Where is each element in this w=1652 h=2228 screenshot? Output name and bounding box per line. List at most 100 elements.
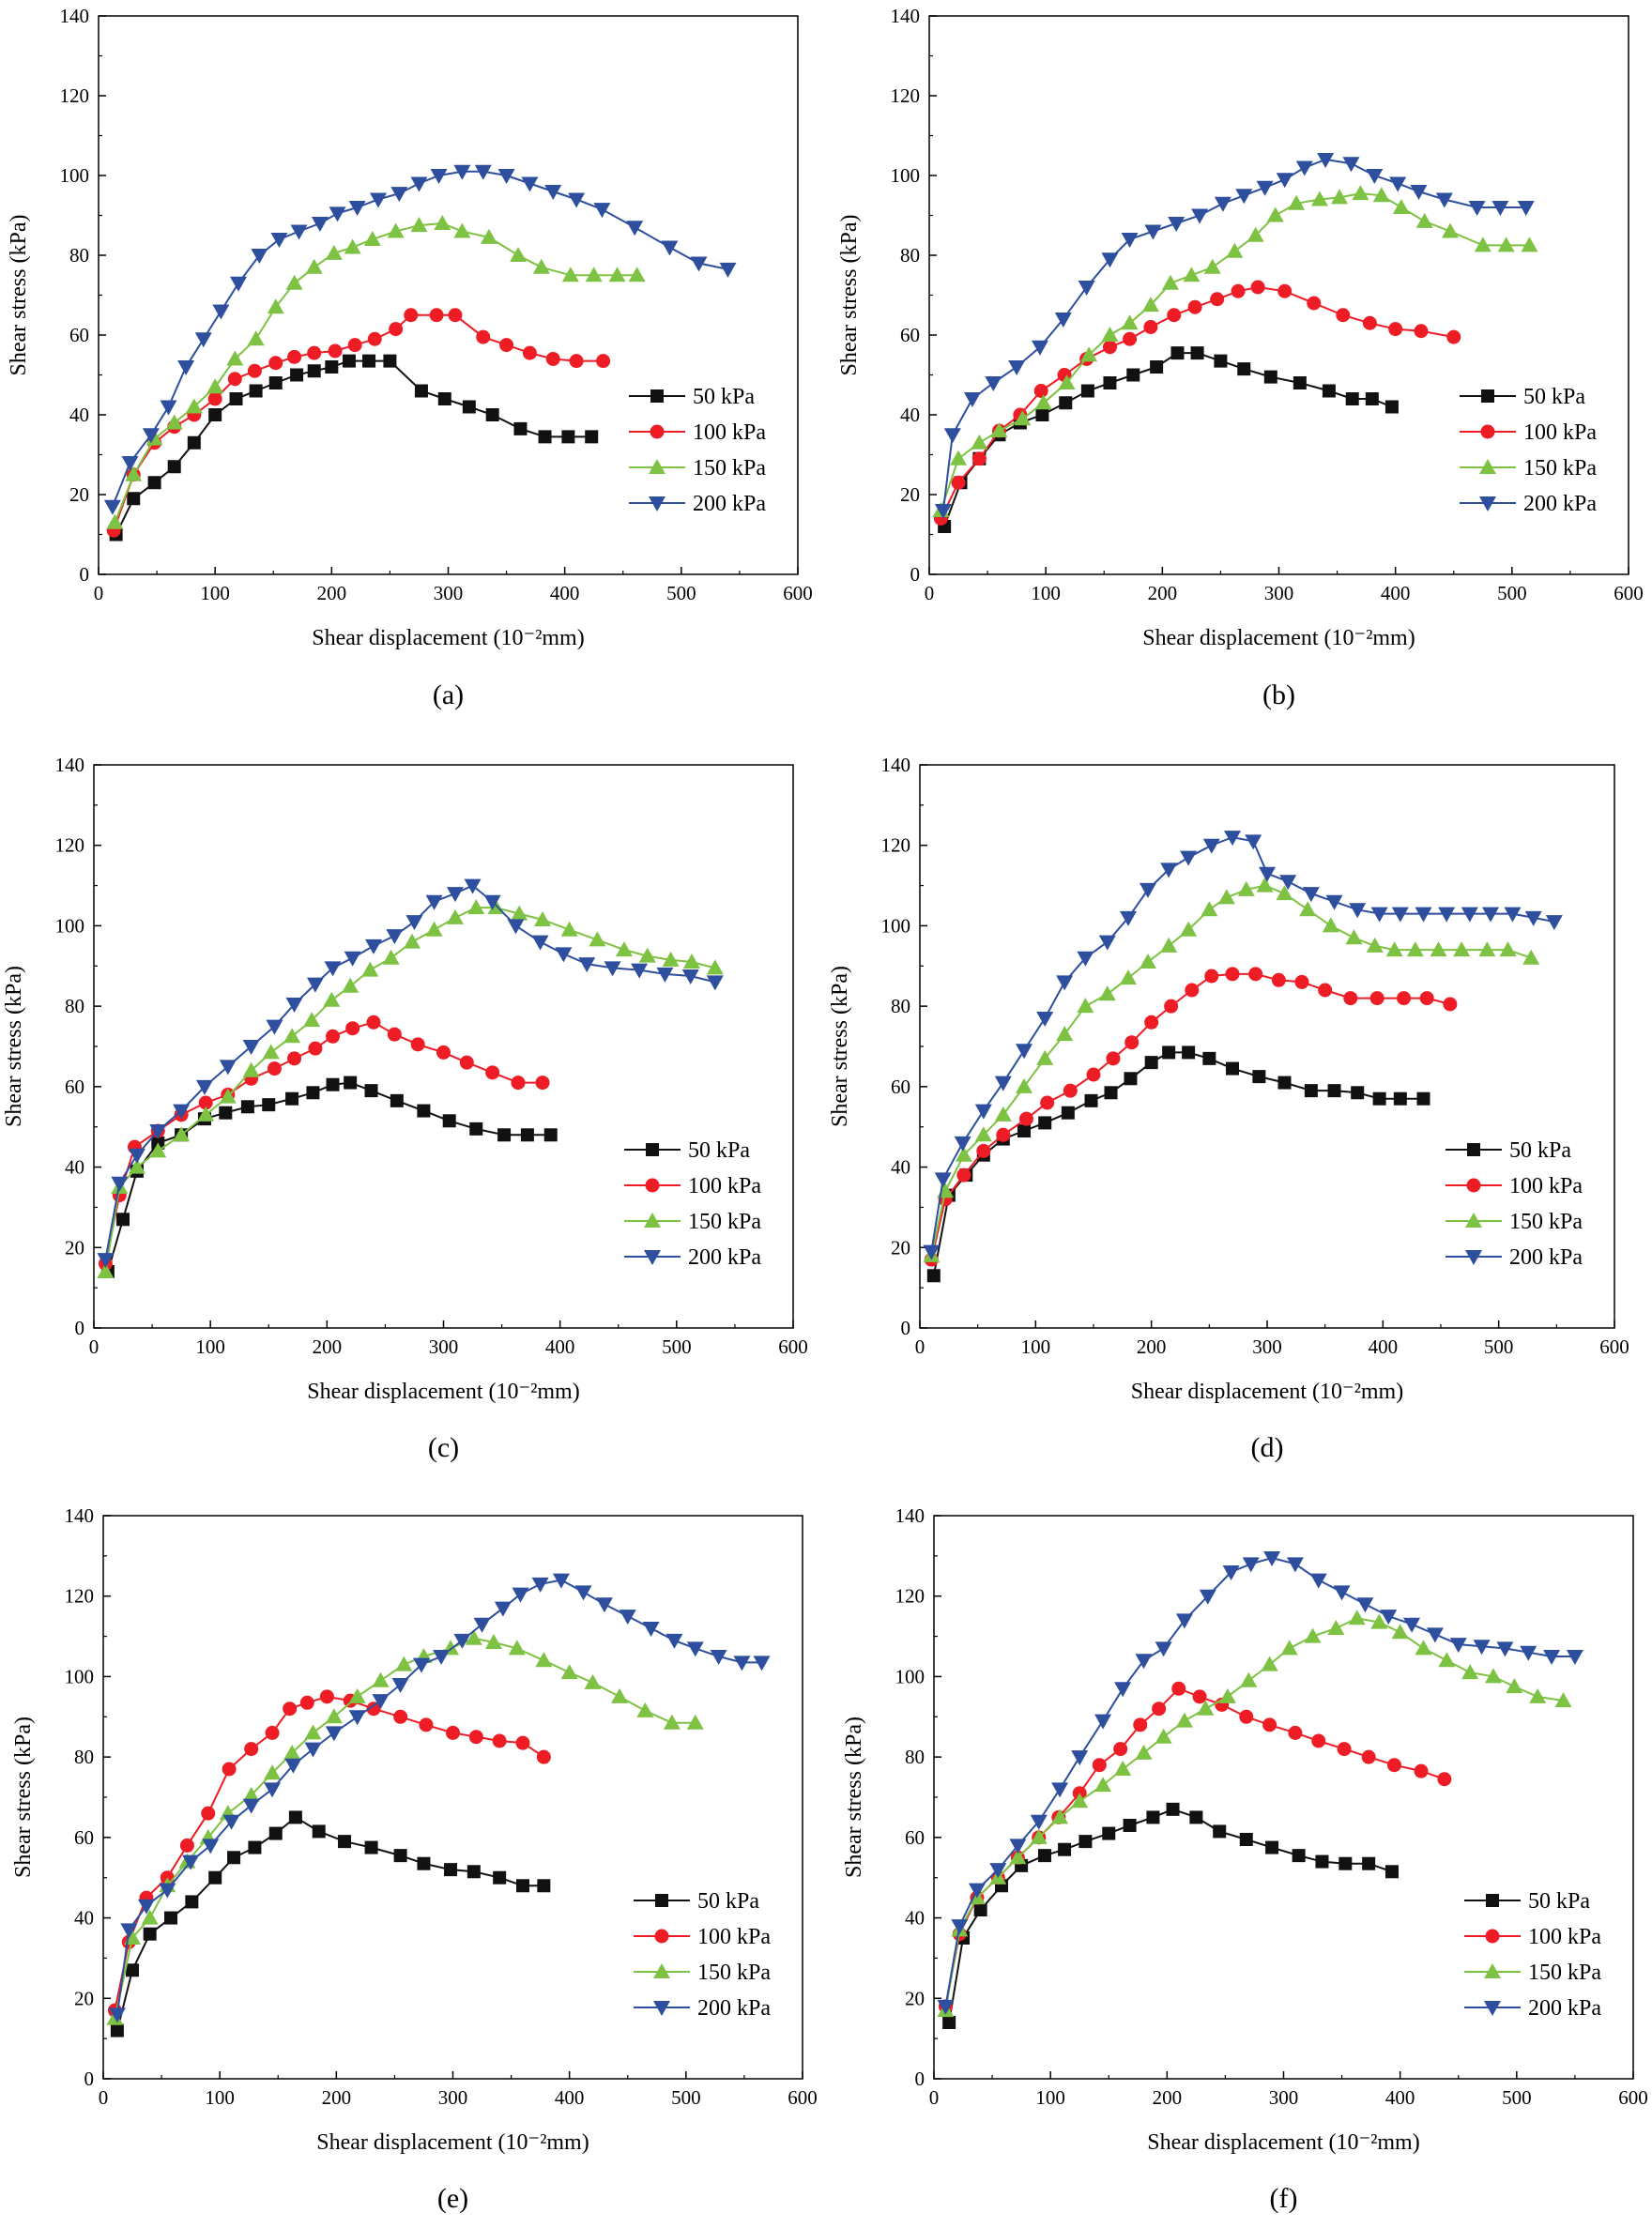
- data-point: [1056, 975, 1074, 991]
- y-tick-label: 80: [74, 1746, 94, 1768]
- data-point: [1333, 1585, 1351, 1601]
- y-axis-title: Shear stress (kPa): [2, 966, 26, 1127]
- data-point: [538, 430, 552, 444]
- data-point: [974, 1126, 992, 1142]
- x-tick-label: 200: [1153, 2086, 1183, 2109]
- plot-frame: [933, 1515, 1634, 2080]
- data-point: [1185, 983, 1200, 998]
- legend-marker: [1465, 1213, 1482, 1228]
- data-point: [1266, 206, 1284, 222]
- data-point: [1304, 1084, 1318, 1098]
- x-tick-label: 100: [205, 2086, 235, 2109]
- data-point: [1325, 894, 1343, 910]
- data-point: [706, 975, 724, 991]
- y-axis-title: Shear stress (kPa): [11, 1717, 36, 1878]
- data-point: [989, 1863, 1007, 1879]
- data-point: [1497, 237, 1515, 252]
- data-point: [1385, 941, 1403, 957]
- data-point: [1058, 374, 1076, 389]
- data-point: [1098, 985, 1116, 1001]
- data-point: [1183, 267, 1201, 282]
- y-tick-label: 40: [900, 404, 920, 426]
- data-point: [1252, 1070, 1266, 1084]
- data-point: [222, 1814, 240, 1830]
- data-point: [532, 258, 550, 274]
- data-point: [1529, 1687, 1547, 1703]
- data-point: [187, 435, 201, 450]
- data-point: [165, 414, 183, 430]
- data-point: [149, 1142, 167, 1158]
- series-100-kpa: [924, 967, 1458, 1267]
- data-point: [410, 176, 428, 192]
- y-tick-label: 120: [65, 1585, 95, 1608]
- data-point: [1192, 1689, 1207, 1704]
- y-axis-title: Shear stress (kPa): [837, 215, 862, 376]
- legend-marker: [653, 2001, 670, 2016]
- data-point: [560, 921, 578, 937]
- data-point: [1277, 1076, 1292, 1090]
- data-point: [1017, 1124, 1031, 1137]
- data-point: [219, 1088, 237, 1104]
- data-point: [1203, 258, 1221, 274]
- x-tick-label: 500: [1484, 1335, 1514, 1358]
- legend-marker: [644, 1213, 661, 1228]
- legend: 50 kPa 100 kPa 150 kPa 200 kPa: [1446, 1138, 1583, 1270]
- y-tick-label: 140: [881, 754, 911, 776]
- data-point: [419, 1717, 434, 1732]
- data-point: [1443, 997, 1458, 1012]
- data-point: [1307, 296, 1322, 311]
- data-point: [1214, 354, 1228, 368]
- data-point: [522, 345, 537, 360]
- data-point: [173, 1104, 191, 1120]
- data-point: [1092, 1758, 1107, 1773]
- data-point: [1033, 384, 1048, 398]
- data-point: [593, 203, 611, 219]
- data-point: [1468, 201, 1486, 216]
- data-point: [1135, 1654, 1153, 1670]
- legend-marker: [1486, 1894, 1499, 1907]
- data-point: [1415, 212, 1433, 228]
- chart-panel-3: 0 100 200 300 400 500 600 0 20 40 60 80 100 120 140 She…: [2, 754, 808, 1463]
- data-point: [1311, 1733, 1326, 1748]
- legend-marker: [1479, 459, 1496, 474]
- legend-label: 100 kPa: [688, 1174, 761, 1198]
- series-100-kpa: [98, 1015, 550, 1271]
- data-point: [1016, 1077, 1032, 1093]
- data-point: [1034, 394, 1052, 410]
- data-point: [164, 1911, 178, 1925]
- data-point: [1133, 1717, 1148, 1732]
- data-point: [1295, 160, 1313, 176]
- data-point: [1143, 320, 1158, 334]
- x-tick-label: 200: [317, 582, 347, 604]
- data-point: [1521, 237, 1538, 252]
- data-point: [608, 267, 626, 282]
- data-point: [370, 192, 387, 208]
- data-point: [1144, 1015, 1159, 1030]
- data-point: [485, 1065, 500, 1080]
- data-point: [344, 951, 361, 967]
- data-point: [268, 376, 283, 389]
- data-point: [1438, 1652, 1456, 1668]
- data-point: [325, 244, 343, 260]
- data-point: [706, 959, 724, 975]
- data-point: [288, 1810, 302, 1824]
- data-point: [1038, 1116, 1052, 1130]
- y-tick-label: 100: [55, 914, 85, 937]
- panel-caption: (c): [428, 1432, 459, 1463]
- data-point: [325, 1708, 343, 1724]
- data-point: [390, 187, 408, 203]
- data-point: [1031, 340, 1048, 356]
- series-line: [930, 972, 1451, 1260]
- data-point: [262, 1098, 276, 1112]
- x-tick-label: 0: [94, 582, 104, 604]
- legend-marker: [650, 424, 665, 439]
- data-point: [1061, 1106, 1075, 1120]
- data-point: [1078, 281, 1095, 296]
- plot-frame: [928, 15, 1629, 575]
- data-point: [160, 400, 177, 416]
- data-point: [106, 513, 124, 529]
- data-point: [663, 1714, 681, 1730]
- data-point: [285, 998, 303, 1013]
- data-point: [626, 221, 644, 237]
- data-point: [1218, 1687, 1236, 1703]
